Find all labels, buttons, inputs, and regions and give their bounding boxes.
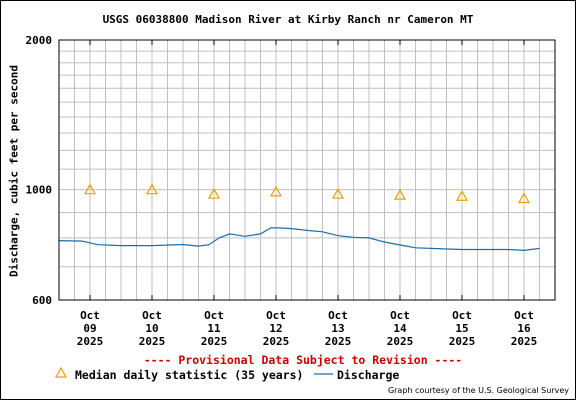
x-tick-label: 10	[145, 322, 158, 335]
y-tick-labels: 600 1000 2000	[26, 34, 53, 307]
x-tick-label: Oct	[452, 309, 472, 322]
x-tick-label: 2025	[77, 335, 104, 348]
median-marker	[393, 188, 407, 200]
median-marker	[269, 185, 283, 197]
plot-border	[58, 39, 556, 301]
median-marker	[83, 183, 97, 195]
median-marker	[517, 192, 531, 204]
x-tick-label: 09	[83, 322, 96, 335]
x-tick-label: Oct	[328, 309, 348, 322]
x-tick-label: 2025	[511, 335, 538, 348]
x-tick-label: 11	[207, 322, 221, 335]
median-marker	[145, 183, 159, 195]
x-tick-label: 15	[455, 322, 468, 335]
median-marker	[455, 190, 469, 201]
chart-title: USGS 06038800 Madison River at Kirby Ran…	[102, 13, 474, 26]
x-tick-label: 2025	[325, 335, 352, 348]
x-tick-label: Oct	[390, 309, 410, 322]
x-tick-label: 2025	[449, 335, 476, 348]
median-series-markers	[83, 183, 531, 204]
x-tick-label: 2025	[201, 335, 228, 348]
provisional-notice: ---- Provisional Data Subject to Revisio…	[143, 353, 463, 367]
y-tick-label: 2000	[26, 34, 53, 47]
legend-median-label: Median daily statistic (35 years)	[75, 368, 304, 382]
median-marker	[331, 187, 345, 199]
x-tick-label: 2025	[263, 335, 290, 348]
discharge-series-line	[58, 227, 540, 252]
x-tick-label: 2025	[387, 335, 414, 348]
courtesy-note: Graph courtesy of the U.S. Geological Su…	[387, 386, 569, 395]
axis-ticks	[89, 40, 525, 300]
grid-lines	[59, 40, 555, 300]
x-tick-label: Oct	[142, 309, 162, 322]
legend-marks	[54, 366, 333, 378]
x-tick-label: Oct	[514, 309, 534, 322]
x-tick-label: Oct	[204, 309, 224, 322]
y-tick-label: 600	[32, 294, 52, 307]
x-tick-label: 13	[331, 322, 344, 335]
y-tick-label: 1000	[26, 184, 53, 197]
legend-median-marker	[54, 366, 68, 378]
median-marker	[207, 187, 221, 199]
x-tick-label: 14	[393, 322, 407, 335]
x-tick-label: Oct	[266, 309, 286, 322]
x-tick-label: 16	[517, 322, 531, 335]
legend-discharge-label: Discharge	[337, 368, 400, 382]
x-tick-label: 2025	[139, 335, 166, 348]
x-tick-label: 12	[269, 322, 282, 335]
x-tick-label: Oct	[80, 309, 100, 322]
x-tick-labels: Oct092025Oct102025Oct112025Oct122025Oct1…	[77, 309, 538, 348]
